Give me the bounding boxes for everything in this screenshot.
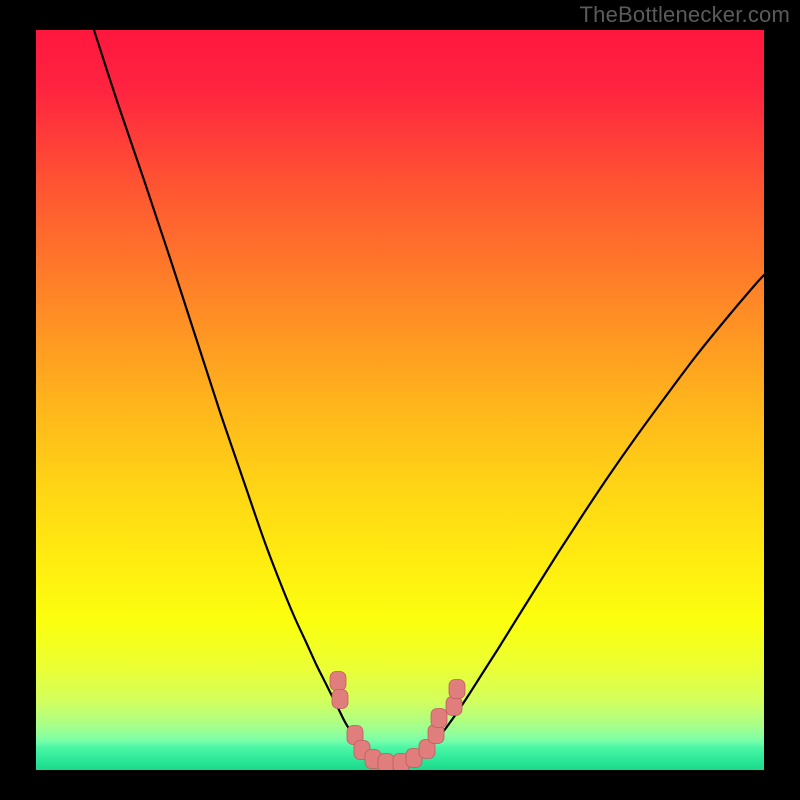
canvas-frame: TheBottlenecker.com xyxy=(0,0,800,800)
plot-area xyxy=(36,30,764,770)
watermark-text: TheBottlenecker.com xyxy=(580,2,790,28)
data-markers xyxy=(36,30,764,770)
